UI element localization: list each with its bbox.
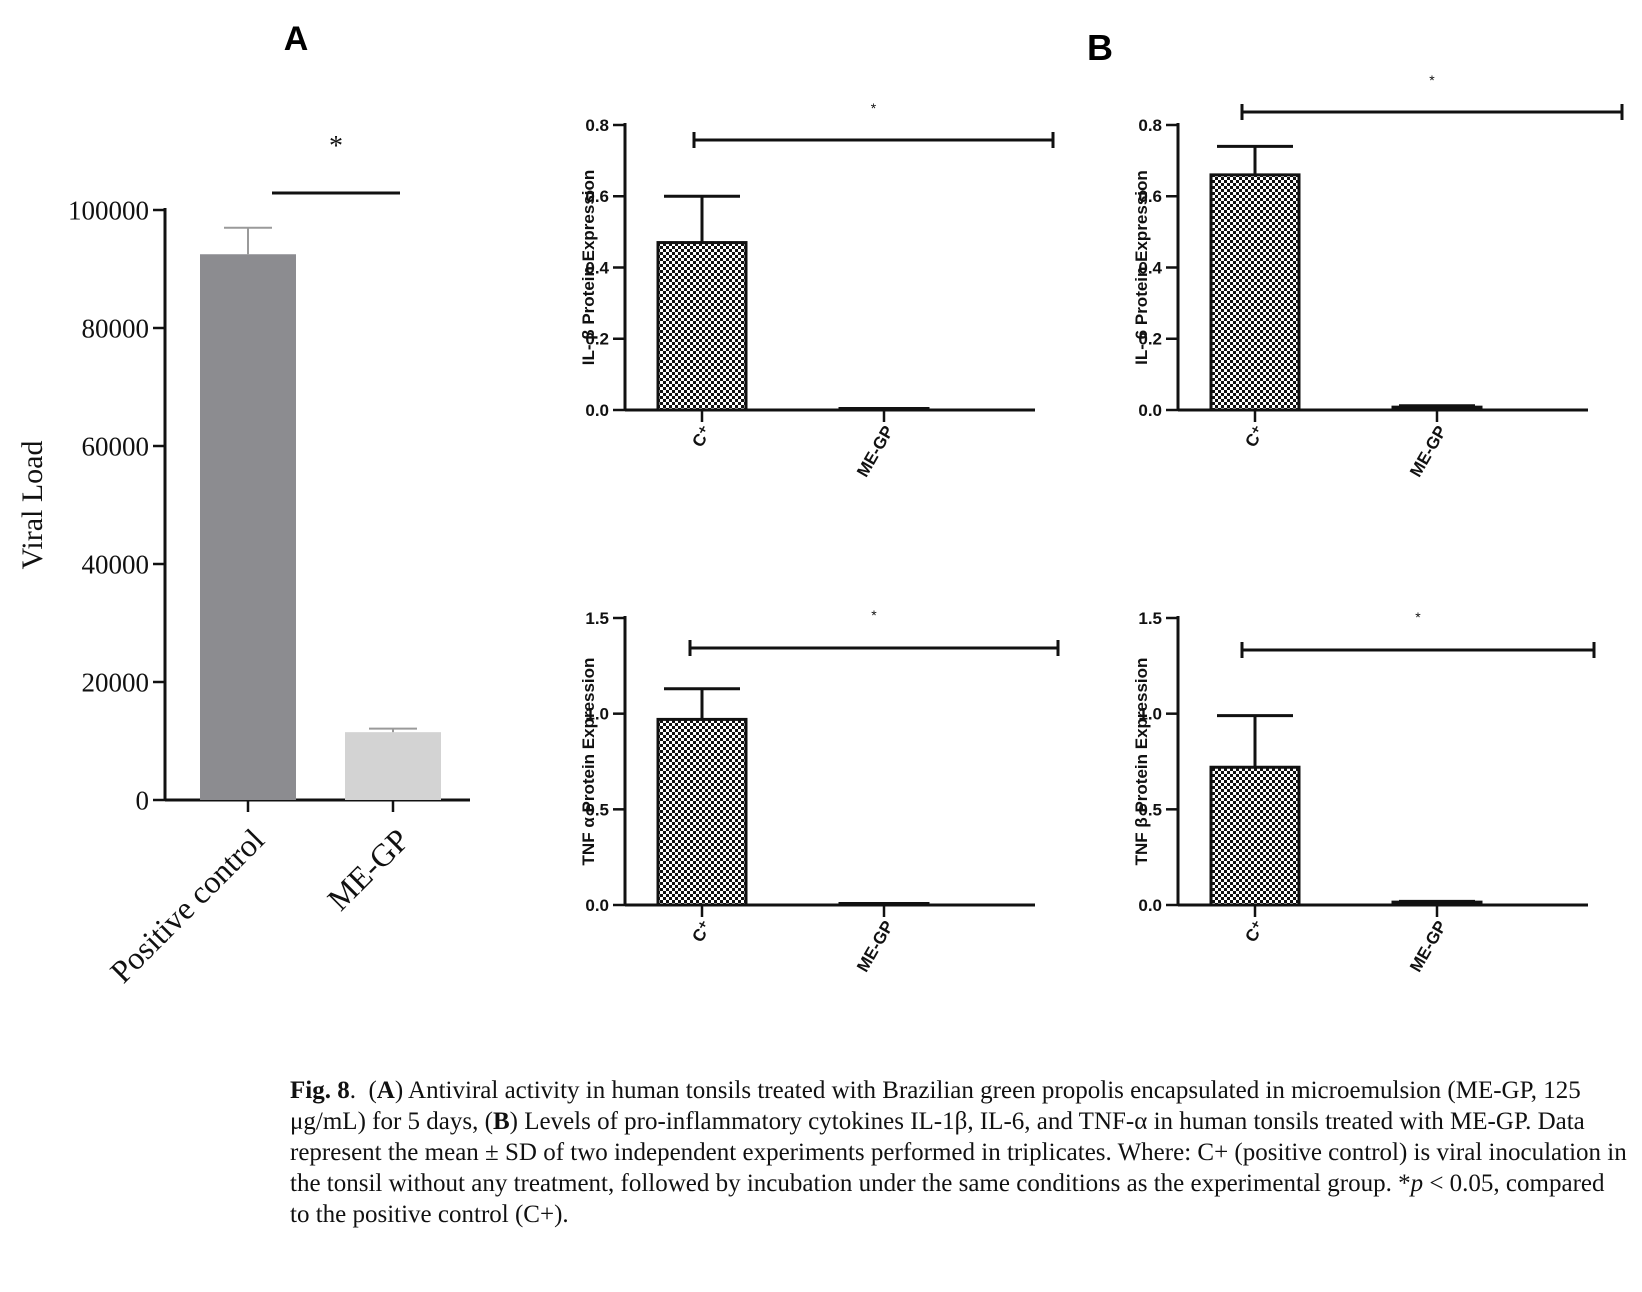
x-tick-label: ME-GP: [1406, 918, 1450, 976]
significance-star: *: [871, 100, 877, 116]
y-axis-label: TNF α Protein Expression: [579, 658, 598, 866]
chart-2: 0.0 0.2 0.4 0.6 0.8 IL- β Protein Expression C…: [579, 100, 1055, 481]
y-axis-label: IL- β Protein Expression: [579, 170, 598, 366]
x-tick-label: C⁺: [1241, 917, 1268, 945]
caption-a-open: (: [368, 1077, 377, 1104]
y-tick-label: 0.2: [585, 330, 609, 349]
significance-star: *: [1429, 72, 1435, 88]
caption-a-letter: A: [376, 1077, 395, 1104]
significance-star: *: [329, 131, 343, 162]
y-tick-label: 0.4: [585, 258, 609, 277]
y-tick-label: 1.5: [1138, 609, 1162, 628]
charts-group: 0 20000 40000 60000 80000 100000 Viral Load Pos…: [16, 72, 1624, 990]
y-tick-label: 0.2: [1138, 330, 1162, 349]
caption-a-text: ) Antiviral activity in human tonsils tr…: [290, 1077, 1581, 1135]
y-tick-label: 60000: [82, 431, 150, 461]
chart-5: 0.0 0.5 1.0 1.5 TNF β Protein Expression C⁺ ME…: [1132, 609, 1596, 976]
y-tick-label: 0.5: [585, 800, 609, 819]
y-tick-label: 0.6: [585, 187, 609, 206]
y-tick-label: 0.8: [585, 116, 609, 135]
bar: [1391, 405, 1483, 412]
x-tick-label: ME-GP: [853, 918, 897, 976]
panel-b-letter: B: [1087, 27, 1113, 68]
bar: [838, 902, 930, 907]
y-axis-label: Viral Load: [16, 441, 49, 570]
y-tick-label: 0.6: [1138, 187, 1162, 206]
figure-caption: Fig. 8. (A) Antiviral activity in human …: [290, 1077, 1627, 1228]
bar: [200, 254, 296, 800]
bar: [1209, 173, 1301, 412]
panel-a-letter: A: [284, 20, 309, 58]
y-tick-label: 0.4: [1138, 258, 1162, 277]
bar: [656, 241, 748, 412]
y-tick-label: 0.0: [585, 896, 609, 915]
caption-label: Fig. 8: [290, 1077, 350, 1104]
y-tick-label: 0: [136, 785, 150, 815]
figure-canvas: A B 0 20000 40000 60000 80000 100000 Viral Loa…: [16, 20, 1624, 990]
y-tick-label: 0.5: [1138, 800, 1162, 819]
significance-star: *: [1415, 609, 1421, 625]
y-tick-label: 80000: [82, 313, 150, 343]
x-tick-label: C⁺: [1241, 422, 1268, 450]
significance-star: *: [871, 607, 877, 623]
y-tick-label: 0.0: [1138, 401, 1162, 420]
x-tick-label: ME-GP: [853, 423, 897, 481]
chart-1: 0 20000 40000 60000 80000 100000 Viral Load Pos…: [16, 131, 470, 990]
chart-4: 0.0 0.5 1.0 1.5 TNF α Protein Expression C⁺ ME…: [579, 607, 1060, 976]
caption-b-text: ) Levels of pro-inflammatory cytokines I…: [290, 1108, 1627, 1197]
y-tick-label: 0.0: [1138, 896, 1162, 915]
y-tick-label: 0.0: [585, 401, 609, 420]
x-tick-label: ME-GP: [1406, 423, 1450, 481]
y-axis-label: TNF β Protein Expression: [1132, 658, 1151, 866]
y-tick-label: 1.0: [585, 705, 609, 724]
bar: [1209, 765, 1301, 907]
chart-3: 0.0 0.2 0.4 0.6 0.8 IL- 6 Protein Expression C…: [1132, 72, 1624, 481]
caption-b-letter: B: [492, 1108, 510, 1135]
bar: [656, 717, 748, 907]
x-tick-label: C⁺: [688, 917, 715, 945]
y-tick-label: 100000: [68, 195, 149, 225]
y-tick-label: 20000: [82, 667, 150, 697]
x-tick-label: C⁺: [688, 422, 715, 450]
caption-p-symbol: p: [1410, 1170, 1424, 1197]
bar: [838, 407, 930, 412]
y-tick-label: 0.8: [1138, 116, 1162, 135]
x-tick-label: ME-GP: [320, 821, 416, 917]
y-tick-label: 40000: [82, 549, 150, 579]
y-axis-label: IL- 6 Protein Expression: [1132, 170, 1151, 365]
bar: [345, 732, 441, 800]
caption-tail: < 0.05, compared to the positive control…: [290, 1170, 1605, 1228]
y-tick-label: 1.0: [1138, 705, 1162, 724]
x-tick-label: Positive control: [103, 821, 271, 989]
y-tick-label: 1.5: [585, 609, 609, 628]
